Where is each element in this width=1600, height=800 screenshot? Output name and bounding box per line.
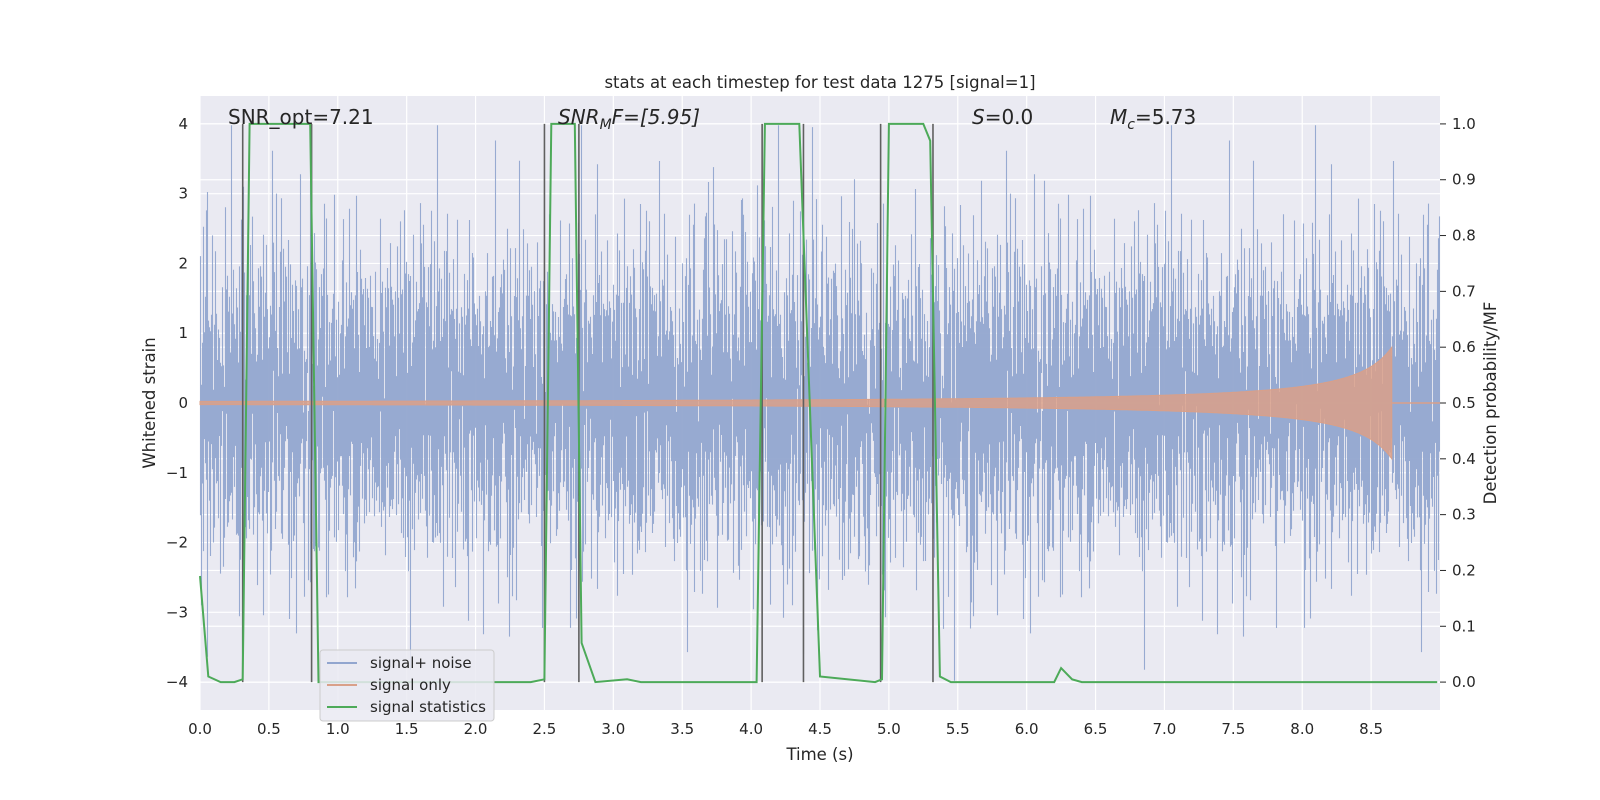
y-right-tick-label: 0.8 — [1452, 227, 1476, 245]
legend: signal+ noise signal only signal statist… — [319, 649, 495, 722]
x-tick-label: 5.5 — [946, 720, 970, 738]
signal-statistics-line — [199, 122, 1438, 684]
y-right-tick-label: 1.0 — [1452, 115, 1476, 133]
y-tick-label: 0 — [178, 394, 188, 412]
y-right-tick-label: 0.4 — [1452, 450, 1476, 468]
y-right-tick-label: 0.9 — [1452, 171, 1476, 189]
y-right-tick-labels: 1.0 0.9 0.8 0.7 0.6 0.5 0.4 0.3 0.2 0.1 0.0 — [1440, 115, 1476, 691]
y-tick-label: 2 — [178, 254, 188, 272]
y-right-tick-label: 0.2 — [1452, 561, 1476, 579]
y-right-tick-label: 0.0 — [1452, 673, 1476, 691]
signal-only-series — [199, 345, 1440, 461]
annotation-mc: Mc=5.73 — [1110, 105, 1196, 133]
x-tick-label: 8.5 — [1359, 720, 1383, 738]
x-tick-labels: 0.0 0.5 1.0 1.5 2.0 2.5 3.0 3.5 4.0 4.5 5.0 5.5 6.0 6… — [188, 720, 1383, 738]
signal-only-envelope — [199, 345, 1393, 461]
y-right-tick-label: 0.3 — [1452, 506, 1476, 524]
x-axis-label: Time (s) — [785, 745, 853, 764]
x-tick-label: 5.0 — [877, 720, 901, 738]
x-tick-label: 3.5 — [670, 720, 694, 738]
legend-box — [319, 649, 495, 722]
x-tick-label: 0.0 — [188, 720, 212, 738]
chart-title: stats at each timestep for test data 127… — [604, 73, 1035, 92]
y-tick-label: −3 — [166, 603, 188, 621]
x-tick-label: 1.5 — [395, 720, 419, 738]
y-tick-label: −1 — [166, 464, 188, 482]
y-tick-label: −4 — [166, 673, 188, 691]
y-tick-label: 1 — [178, 324, 188, 342]
legend-label-signal: signal only — [370, 676, 451, 694]
x-tick-label: 2.0 — [464, 720, 488, 738]
y-right-tick-label: 0.6 — [1452, 338, 1476, 356]
annotation-snr-opt: SNR_opt=7.21 — [228, 105, 374, 129]
x-tick-label: 8.0 — [1290, 720, 1314, 738]
annotation-snr-mf: SNRMF=[5.95] — [558, 105, 700, 133]
x-tick-label: 1.0 — [326, 720, 350, 738]
signal-statistics-series — [199, 122, 1438, 684]
y-tick-label: 3 — [178, 185, 188, 203]
x-tick-label: 6.5 — [1084, 720, 1108, 738]
y-right-axis-label: Detection probability/MF — [1481, 302, 1500, 505]
y-right-tick-label: 0.1 — [1452, 617, 1476, 635]
x-tick-label: 4.0 — [739, 720, 763, 738]
x-tick-label: 6.0 — [1015, 720, 1039, 738]
x-tick-label: 3.0 — [601, 720, 625, 738]
y-right-tick-label: 0.7 — [1452, 282, 1476, 300]
y-tick-label: 4 — [178, 115, 188, 133]
x-tick-label: 7.5 — [1221, 720, 1245, 738]
annotation-s: S=0.0 — [972, 105, 1033, 129]
y-tick-label: −2 — [166, 534, 188, 552]
x-tick-label: 4.5 — [808, 720, 832, 738]
legend-label-noise: signal+ noise — [370, 654, 472, 672]
x-tick-label: 2.5 — [533, 720, 557, 738]
x-tick-label: 7.0 — [1153, 720, 1177, 738]
x-tick-label: 0.5 — [257, 720, 281, 738]
y-axis-label: Whitened strain — [140, 337, 159, 468]
y-right-tick-label: 0.5 — [1452, 394, 1476, 412]
legend-label-stats: signal statistics — [370, 698, 486, 716]
y-tick-labels: 4 3 2 1 0 −1 −2 −3 −4 — [166, 115, 188, 691]
